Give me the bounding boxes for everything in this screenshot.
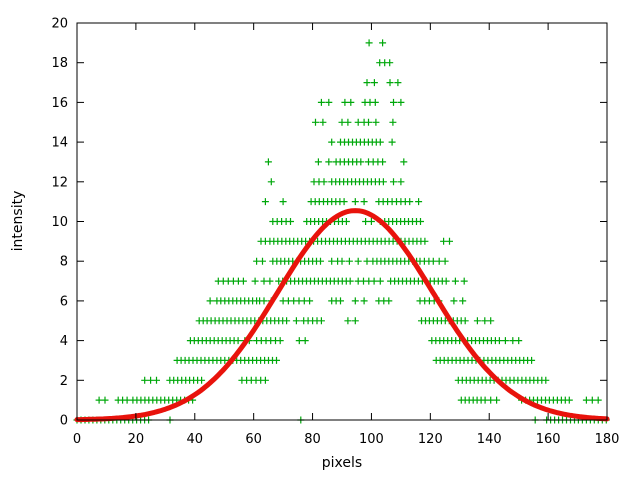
y-tick-label: 10 — [51, 215, 68, 230]
y-tick-label: 6 — [60, 294, 68, 309]
fit-curve-layer — [74, 208, 610, 423]
scatter-row-y19 — [365, 39, 387, 47]
x-tick-label: 60 — [245, 432, 262, 447]
scatter-row-y8 — [253, 257, 449, 265]
x-axis-title: pixels — [322, 455, 362, 471]
y-axis-title: intensity — [10, 191, 26, 252]
x-tick-label: 40 — [187, 432, 204, 447]
scatter-row-y9 — [257, 237, 453, 245]
x-tick-label: 140 — [477, 432, 502, 447]
scatter-row-y4 — [186, 337, 523, 345]
scatter-row-y2 — [141, 376, 550, 384]
scatter-row-y3 — [173, 356, 536, 364]
y-tick-label: 14 — [51, 136, 68, 151]
x-tick-label: 120 — [418, 432, 443, 447]
scatter-row-y11 — [261, 198, 423, 206]
x-tick-label: 20 — [128, 432, 145, 447]
gaussian-fit-curve — [74, 208, 610, 423]
scatter-row-y16 — [317, 98, 405, 106]
x-tick-label: 100 — [359, 432, 384, 447]
scatter-row-y15 — [312, 118, 397, 126]
y-tick-label: 2 — [60, 374, 68, 389]
scatter-row-y12 — [267, 178, 405, 186]
x-tick-label: 160 — [536, 432, 561, 447]
y-tick-label: 16 — [51, 96, 68, 111]
scatter-row-y13 — [264, 158, 408, 166]
y-tick-label: 0 — [60, 414, 68, 429]
scatter-row-y18 — [376, 59, 394, 67]
y-tick-label: 18 — [51, 56, 68, 71]
scatter-row-y10 — [269, 218, 424, 225]
scatter-row-y17 — [363, 79, 402, 87]
x-tick-label: 180 — [595, 432, 620, 447]
axis-layer: 0 20 40 60 80 100 120 140 160 180 0 2 4 6 8 10 12 14 16 18 2… — [51, 17, 619, 448]
y-tick-label: 12 — [51, 175, 68, 190]
x-tick-label: 0 — [73, 432, 81, 447]
scatter-row-y14 — [328, 138, 396, 146]
x-tick-label: 80 — [304, 432, 321, 447]
y-tick-label: 20 — [51, 17, 68, 32]
y-tick-label: 8 — [60, 255, 68, 270]
y-tick-label: 4 — [60, 334, 68, 349]
